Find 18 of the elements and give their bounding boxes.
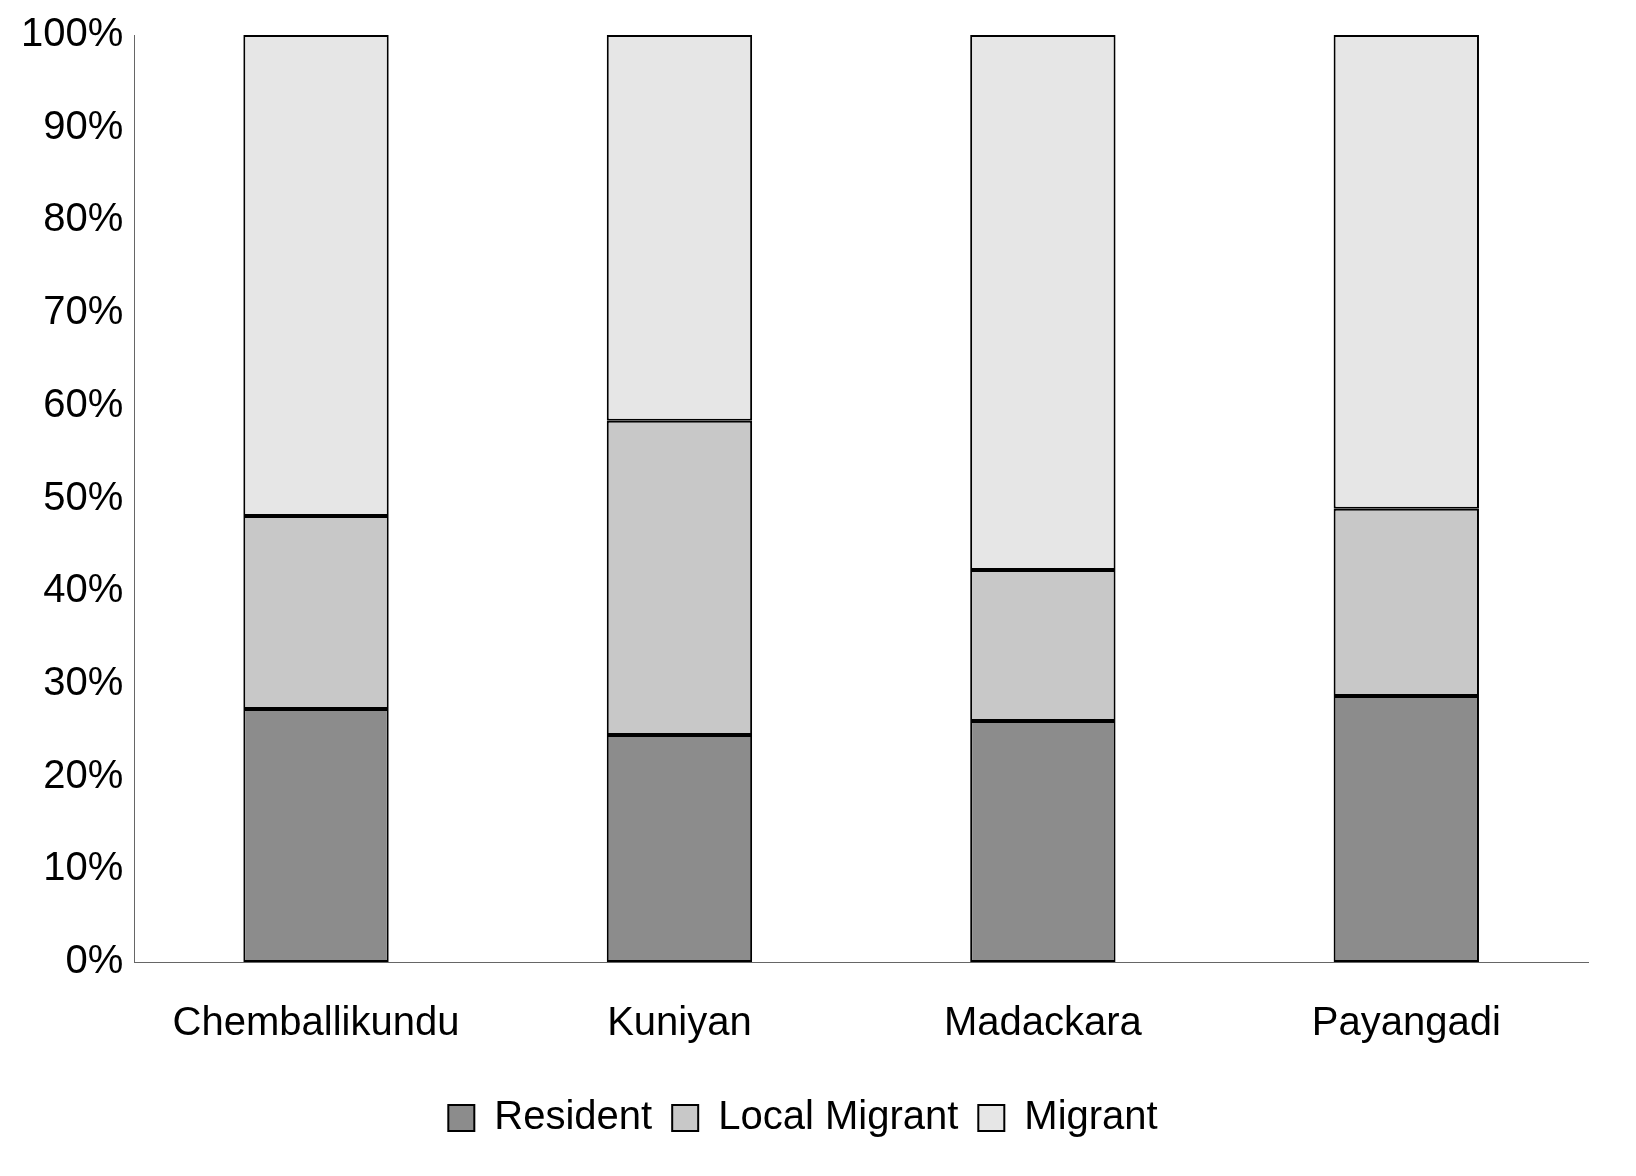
y-tick-label: 40% (43, 566, 124, 611)
y-tick-label: 20% (43, 751, 124, 796)
y-tick-label: 30% (43, 658, 124, 703)
legend-label: Local Migrant (718, 1093, 959, 1138)
y-tick-label: 60% (43, 380, 124, 425)
x-tick-label: Chemballikundu (172, 999, 460, 1044)
y-tick-label: 10% (43, 844, 124, 889)
y-tick-label: 0% (65, 937, 124, 982)
y-tick-label: 80% (43, 195, 124, 240)
legend-label: Resident (494, 1093, 653, 1138)
y-tick-label: 70% (43, 288, 124, 333)
legend-label: Migrant (1024, 1093, 1158, 1138)
x-tick-label: Kuniyan (607, 999, 752, 1044)
x-tick-label: Payangadi (1311, 999, 1501, 1044)
y-tick-label: 50% (43, 473, 124, 518)
y-tick-label: 100% (20, 10, 124, 55)
y-tick-label: 90% (43, 102, 124, 147)
x-tick-label: Madackara (943, 999, 1143, 1044)
